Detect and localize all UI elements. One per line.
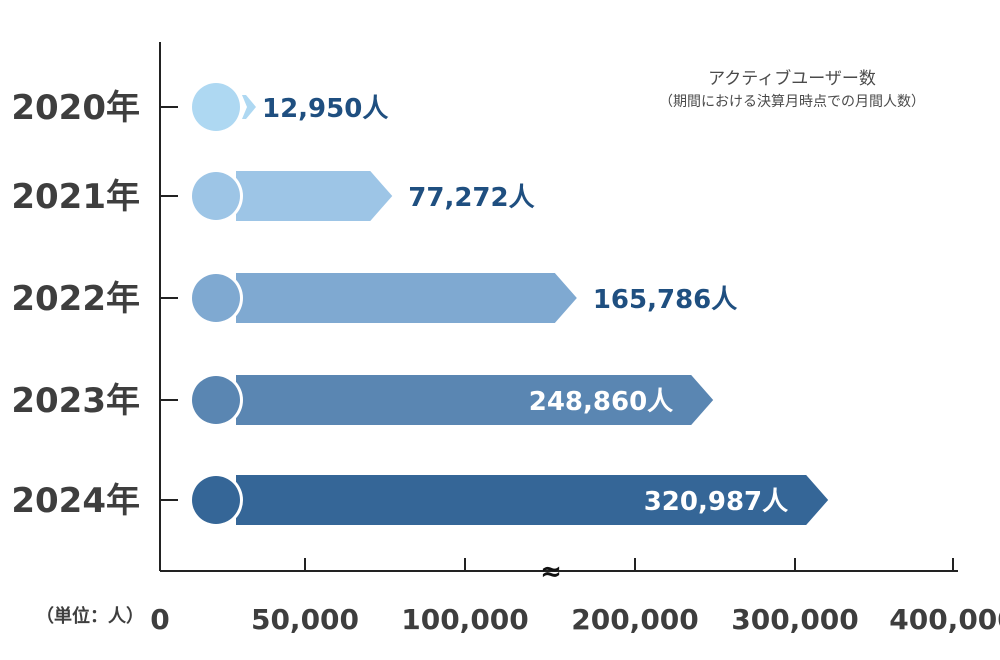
axis-break-mark: ≈ xyxy=(540,557,562,587)
x-tick-label: 50,000 xyxy=(251,603,359,636)
value-label: 320,987人 xyxy=(644,487,788,517)
bar xyxy=(236,171,393,221)
axes xyxy=(159,42,958,572)
value-label: 248,860人 xyxy=(529,387,673,417)
bar-cap xyxy=(192,274,240,322)
category-label: 2022年 xyxy=(11,279,140,319)
bar xyxy=(236,375,714,425)
x-tick-label: 300,000 xyxy=(731,603,859,636)
labels: 0 50,000 100,000 200,000 300,000 400,000 2020年… xyxy=(11,88,1000,636)
x-tick-label: 0 xyxy=(150,603,169,636)
bar xyxy=(242,95,256,119)
x-tick-label: 200,000 xyxy=(571,603,699,636)
category-label: 2021年 xyxy=(11,177,140,217)
bar xyxy=(236,273,577,323)
category-label: 2023年 xyxy=(11,381,140,421)
value-label: 165,786人 xyxy=(593,285,737,315)
value-label: 12,950人 xyxy=(262,94,388,124)
bar-cap xyxy=(192,476,240,524)
bar-cap xyxy=(192,172,240,220)
annotation-title: アクティブユーザー数 xyxy=(708,68,876,89)
value-label: 77,272人 xyxy=(408,183,534,213)
bar-cap xyxy=(192,376,240,424)
category-label: 2020年 xyxy=(11,88,140,128)
unit-label: （単位：人） xyxy=(36,605,144,627)
x-tick-label: 400,000 xyxy=(889,603,1000,636)
bar-cap xyxy=(192,83,240,131)
category-label: 2024年 xyxy=(11,481,140,521)
annotation-subtitle: （期間における決算月時点での月間人数） xyxy=(659,94,925,110)
x-tick-label: 100,000 xyxy=(401,603,529,636)
bar xyxy=(236,475,829,525)
bars xyxy=(189,80,829,527)
